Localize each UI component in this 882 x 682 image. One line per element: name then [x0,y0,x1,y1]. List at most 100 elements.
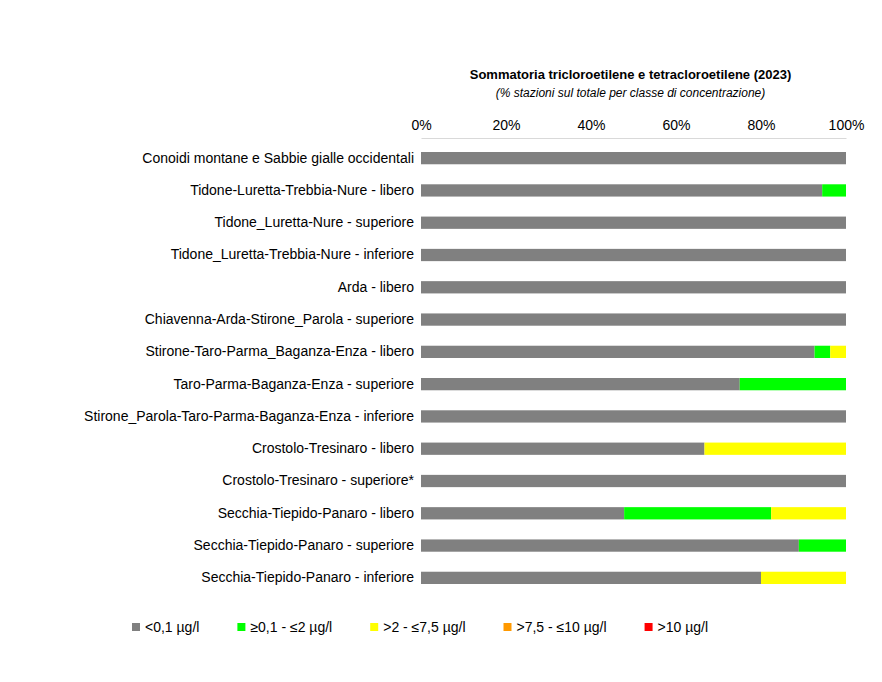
tick: 0% [411,117,431,138]
bar [421,572,761,584]
bar [846,475,847,487]
bar [704,443,846,455]
bar [421,443,704,455]
tick-label: 40% [577,117,605,133]
tick: 80% [747,117,775,138]
bar [846,152,847,164]
bar [846,475,847,487]
tick: 20% [492,117,520,138]
tick-label: 80% [747,117,775,133]
category-label: Crostolo-Tresinaro - libero [252,440,414,456]
legend-item: ≥0,1 - ≤2 µg/l [237,619,332,635]
bar [421,184,822,196]
bar [846,378,847,390]
tick: Tidone_Luretta-Trebbia-Nure - inferiore [171,246,421,262]
legend-label: >2 - ≤7,5 µg/l [383,619,465,635]
bar [846,475,847,487]
tick: Conoidi montane e Sabbie gialle occident… [142,150,421,166]
bar [846,346,847,358]
axis-line [421,143,422,595]
legend-swatch [645,623,653,631]
tick: 100% [829,117,865,138]
tick: Secchia-Tiepido-Panaro - inferiore [201,569,421,585]
bar [846,475,847,487]
bar [846,378,847,390]
bar [846,281,847,293]
bar [846,184,847,196]
tick-label: 60% [662,117,690,133]
bar [846,281,847,293]
category-label: Stirone-Taro-Parma_Baganza-Enza - libero [146,343,415,359]
bar [799,539,846,551]
category-label: Tidone_Luretta-Trebbia-Nure - inferiore [171,246,415,262]
bar [846,184,847,196]
bar [846,572,847,584]
bar [846,152,847,164]
tick: Crostolo-Tresinaro - superiore* [222,472,421,488]
bar [421,507,624,519]
y-axis: Conoidi montane e Sabbie gialle occident… [84,143,421,595]
tick: Arda - libero [338,279,421,295]
category-label: Secchia-Tiepido-Panaro - superiore [194,537,415,553]
bar [846,249,847,261]
bar [761,572,846,584]
category-label: Stirone_Parola-Taro-Parma-Baganza-Enza -… [84,408,414,424]
bar [421,475,846,487]
category-label: Taro-Parma-Baganza-Enza - superiore [174,376,415,392]
tick: Crostolo-Tresinaro - libero [252,440,421,456]
bar [771,507,846,519]
bar [421,249,846,261]
legend-item: >10 µg/l [645,619,709,635]
bar [846,346,847,358]
tick-label: 100% [829,117,865,133]
bar [846,217,847,229]
bar [846,410,847,422]
legend-label: ≥0,1 - ≤2 µg/l [250,619,332,635]
bar [846,281,847,293]
bar [846,281,847,293]
bar [846,378,847,390]
category-label: Crostolo-Tresinaro - superiore* [222,472,414,488]
bar [421,217,846,229]
tick: Secchia-Tiepido-Panaro - libero [218,505,421,521]
category-label: Arda - libero [338,279,414,295]
bar [846,313,847,325]
legend-item: >7,5 - ≤10 µg/l [504,619,607,635]
bar [421,152,846,164]
bar [421,410,846,422]
legend-item: <0,1 µg/l [132,619,199,635]
tick-label: 20% [492,117,520,133]
bar [624,507,771,519]
tick: Stirone_Parola-Taro-Parma-Baganza-Enza -… [84,408,421,424]
bar [846,217,847,229]
bar [846,217,847,229]
series [624,184,846,551]
bar [740,378,846,390]
bar [846,152,847,164]
category-label: Tidone_Luretta-Nure - superiore [215,214,415,230]
series [421,152,846,584]
bar [846,410,847,422]
bar [846,410,847,422]
bar [421,378,740,390]
bar [846,443,847,455]
bar [846,313,847,325]
category-label: Chiavenna-Arda-Stirone_Parola - superior… [145,311,414,327]
bar [421,313,846,325]
category-label: Conoidi montane e Sabbie gialle occident… [142,150,414,166]
title: Sommatoria tricloroetilene e tetracloroe… [470,67,792,82]
tick: Chiavenna-Arda-Stirone_Parola - superior… [145,311,421,327]
category-label: Tidone-Luretta-Trebbia-Nure - libero [190,182,414,198]
bar [846,507,847,519]
bar [846,217,847,229]
bar [421,539,799,551]
bar [846,539,847,551]
bar [846,539,847,551]
bar [846,313,847,325]
tick: Stirone-Taro-Parma_Baganza-Enza - libero [146,343,421,359]
bar [822,184,846,196]
bar [830,346,846,358]
bar [846,184,847,196]
bar [421,281,846,293]
tick: Tidone-Luretta-Trebbia-Nure - libero [190,182,421,198]
